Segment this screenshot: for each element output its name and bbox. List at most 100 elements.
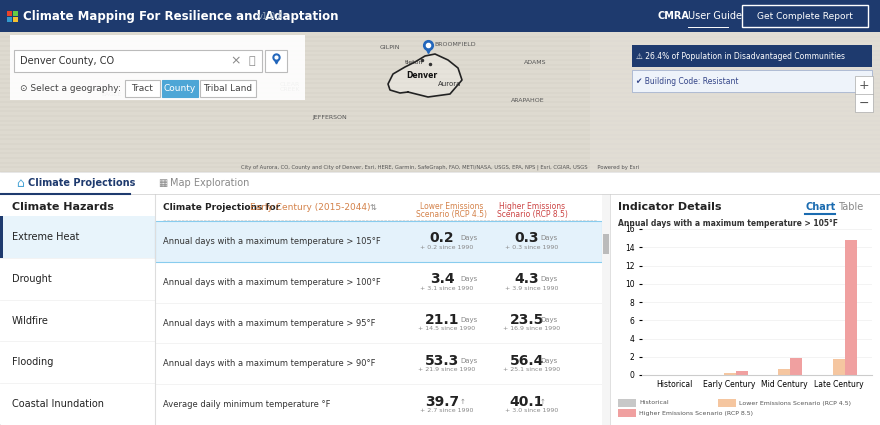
Text: ✔ Building Code: Resistant: ✔ Building Code: Resistant — [636, 76, 738, 85]
Text: 56.4: 56.4 — [510, 354, 544, 368]
FancyBboxPatch shape — [265, 50, 287, 72]
Text: Climate Projections for: Climate Projections for — [163, 203, 280, 212]
Bar — [0, 194, 880, 425]
Text: 0.2: 0.2 — [429, 231, 454, 245]
Text: Scenario (RCP 8.5): Scenario (RCP 8.5) — [496, 210, 568, 219]
Text: Days: Days — [540, 317, 557, 323]
Text: + 3.9 since 1990: + 3.9 since 1990 — [505, 286, 559, 291]
Text: ADAMS: ADAMS — [524, 60, 546, 65]
Bar — [155, 221, 602, 262]
Bar — [603, 234, 609, 254]
Text: Annual days with a maximum temperature > 100°F: Annual days with a maximum temperature >… — [163, 278, 381, 287]
Text: Drought: Drought — [12, 274, 52, 284]
Text: Tract: Tract — [132, 83, 153, 93]
FancyBboxPatch shape — [125, 80, 160, 97]
Text: −: − — [859, 96, 869, 110]
Text: GILPIN: GILPIN — [380, 45, 400, 49]
Text: + 16.9 since 1990: + 16.9 since 1990 — [503, 326, 561, 332]
Text: + 3.0 since 1990: + 3.0 since 1990 — [505, 408, 559, 413]
Text: Flooding: Flooding — [12, 357, 54, 367]
Bar — [13, 11, 18, 16]
Text: County: County — [164, 83, 196, 93]
Text: Days: Days — [460, 317, 477, 323]
Text: tleton: tleton — [405, 60, 423, 65]
Text: ARAPAHOE: ARAPAHOE — [511, 97, 545, 102]
Text: 40.1: 40.1 — [510, 394, 544, 408]
Bar — [0, 172, 880, 194]
Text: Coastal Inundation: Coastal Inundation — [12, 399, 104, 409]
Text: + 3.1 since 1990: + 3.1 since 1990 — [421, 286, 473, 291]
Text: User Guide: User Guide — [688, 11, 742, 21]
Text: Annual days with a maximum temperature > 95°F: Annual days with a maximum temperature >… — [163, 318, 376, 328]
Text: ⇅: ⇅ — [370, 203, 377, 212]
Text: Get Complete Report: Get Complete Report — [757, 11, 853, 20]
FancyBboxPatch shape — [14, 50, 262, 72]
Text: ⌂: ⌂ — [16, 176, 24, 190]
Text: Annual days with a maximum temperature > 90°F: Annual days with a maximum temperature >… — [163, 359, 376, 368]
Bar — [7, 17, 12, 22]
Bar — [0, 194, 155, 425]
Text: Days: Days — [460, 235, 477, 241]
Bar — [610, 194, 880, 425]
FancyBboxPatch shape — [200, 80, 256, 97]
Bar — [13, 17, 18, 22]
Text: Indicator Details: Indicator Details — [618, 202, 722, 212]
Text: + 0.2 since 1990: + 0.2 since 1990 — [421, 245, 473, 250]
Text: Aurora: Aurora — [438, 81, 462, 87]
Text: ⚠ 26.4% of Population in Disadvantaged Communities: ⚠ 26.4% of Population in Disadvantaged C… — [636, 51, 845, 60]
Text: Table: Table — [838, 202, 863, 212]
Text: + 14.5 since 1990: + 14.5 since 1990 — [418, 326, 475, 332]
Text: ⌕: ⌕ — [249, 56, 255, 66]
Bar — [845, 240, 857, 375]
Text: Chart: Chart — [805, 202, 835, 212]
Bar — [155, 194, 610, 425]
Bar — [632, 70, 872, 92]
Text: 3.4: 3.4 — [429, 272, 454, 286]
Bar — [790, 358, 803, 375]
Bar — [618, 399, 636, 407]
Bar — [0, 0, 880, 32]
Bar — [778, 368, 790, 375]
Text: Historical: Historical — [639, 400, 669, 405]
Bar — [618, 409, 636, 417]
Text: ↑: ↑ — [460, 399, 466, 405]
Text: Scenario (RCP 4.5): Scenario (RCP 4.5) — [416, 210, 488, 219]
Text: 53.3: 53.3 — [425, 354, 459, 368]
Text: Days: Days — [540, 276, 557, 282]
Text: Lower Emissions: Lower Emissions — [421, 202, 484, 211]
Text: Early Century (2015-2044): Early Century (2015-2044) — [250, 203, 370, 212]
Bar — [723, 373, 736, 375]
Text: Wildfire: Wildfire — [12, 315, 49, 326]
Bar — [602, 194, 610, 425]
Polygon shape — [388, 54, 462, 97]
Bar — [632, 45, 872, 67]
Bar — [590, 32, 880, 172]
Bar — [0, 32, 880, 172]
Text: 21.1: 21.1 — [425, 313, 459, 327]
Bar — [0, 216, 155, 258]
Text: Lower Emissions Scenario (RCP 4.5): Lower Emissions Scenario (RCP 4.5) — [739, 400, 851, 405]
Text: Extreme Heat: Extreme Heat — [12, 232, 79, 242]
Text: Higher Emissions: Higher Emissions — [499, 202, 565, 211]
Text: ↑: ↑ — [540, 399, 546, 405]
Text: Annual days with a maximum temperature > 105°F: Annual days with a maximum temperature >… — [618, 219, 838, 228]
Text: 39.7: 39.7 — [425, 394, 459, 408]
Text: + 0.3 since 1990: + 0.3 since 1990 — [505, 245, 559, 250]
Text: JEFFERSON: JEFFERSON — [312, 114, 348, 119]
Text: Tribal Land: Tribal Land — [203, 83, 253, 93]
Bar — [10, 35, 305, 100]
Text: + 21.9 since 1990: + 21.9 since 1990 — [418, 367, 475, 372]
Text: City of Aurora, CO, County and City of Denver, Esri, HERE, Garmin, SafeGraph, FA: City of Aurora, CO, County and City of D… — [241, 164, 639, 170]
Text: + 25.1 since 1990: + 25.1 since 1990 — [503, 367, 561, 372]
Text: Annual days with a maximum temperature > 105°F: Annual days with a maximum temperature >… — [163, 237, 381, 246]
Text: ▦: ▦ — [158, 178, 167, 188]
Bar — [7, 11, 12, 16]
Text: v1.0.4: v1.0.4 — [258, 11, 284, 20]
Text: ×: × — [231, 54, 241, 68]
Text: EAGLE: EAGLE — [102, 91, 122, 96]
Text: Higher Emissions Scenario (RCP 8.5): Higher Emissions Scenario (RCP 8.5) — [639, 411, 753, 416]
Text: +: + — [859, 79, 869, 91]
Bar — [736, 371, 748, 375]
Text: Days: Days — [460, 358, 477, 364]
Text: CLEAR
CREEK: CLEAR CREEK — [280, 82, 300, 92]
